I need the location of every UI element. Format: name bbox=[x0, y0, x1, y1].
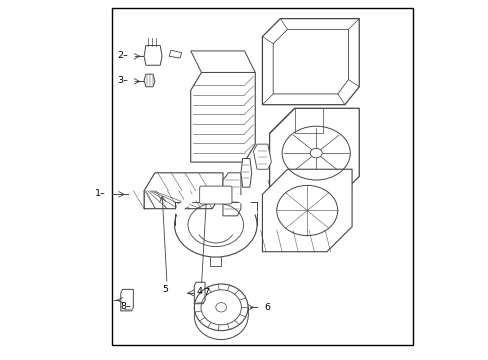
Bar bbox=[112, 8, 412, 345]
Polygon shape bbox=[253, 144, 271, 169]
Polygon shape bbox=[144, 74, 155, 87]
Polygon shape bbox=[194, 282, 204, 304]
Text: 7: 7 bbox=[203, 288, 209, 297]
Polygon shape bbox=[241, 158, 251, 187]
Text: 3–: 3– bbox=[117, 76, 128, 85]
Polygon shape bbox=[269, 108, 359, 202]
Polygon shape bbox=[262, 19, 359, 105]
Polygon shape bbox=[262, 169, 351, 252]
Text: 2–: 2– bbox=[117, 51, 128, 60]
Text: 4: 4 bbox=[196, 287, 202, 296]
Polygon shape bbox=[121, 289, 133, 311]
Polygon shape bbox=[169, 50, 182, 58]
Text: 8–: 8– bbox=[121, 302, 131, 311]
Polygon shape bbox=[144, 45, 162, 65]
Polygon shape bbox=[144, 173, 223, 209]
Polygon shape bbox=[223, 173, 241, 216]
Polygon shape bbox=[190, 51, 255, 72]
Text: 6: 6 bbox=[264, 303, 270, 312]
FancyBboxPatch shape bbox=[199, 186, 231, 204]
Polygon shape bbox=[190, 72, 255, 162]
Text: 1–: 1– bbox=[95, 189, 105, 198]
Text: 5: 5 bbox=[163, 285, 168, 294]
